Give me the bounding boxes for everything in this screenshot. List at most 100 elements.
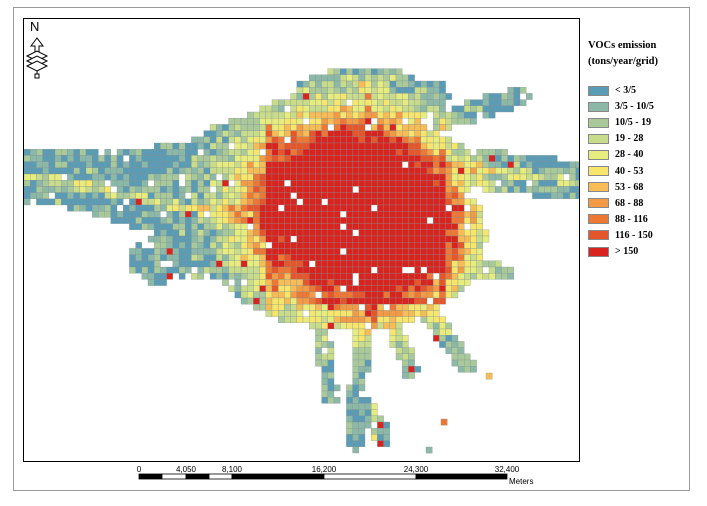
- grid-cell: [414, 87, 421, 94]
- grid-cell: [464, 273, 471, 280]
- grid-cell: [457, 266, 465, 274]
- grid-cell: [296, 105, 304, 113]
- grid-cell: [271, 173, 279, 181]
- grid-cell: [451, 198, 459, 206]
- scale-tick-label: 4,050: [175, 465, 197, 474]
- grid-cell: [302, 235, 310, 243]
- grid-cell: [420, 180, 428, 187]
- grid-cell: [346, 155, 353, 162]
- grid-cell: [464, 99, 471, 106]
- grid-cell: [178, 235, 186, 243]
- grid-cell: [470, 211, 477, 218]
- grid-cell: [377, 279, 384, 286]
- grid-cell: [439, 211, 446, 218]
- grid-cell: [358, 161, 366, 168]
- grid-cell: [371, 192, 378, 199]
- map-panel[interactable]: [23, 18, 580, 462]
- grid-cell: [377, 204, 384, 212]
- grid-cell: [433, 87, 440, 94]
- grid-cell: [271, 105, 279, 113]
- grid-cell: [321, 118, 328, 125]
- grid-cell: [364, 198, 372, 206]
- grid-cell: [358, 235, 366, 243]
- grid-cell: [358, 310, 366, 317]
- grid-cell: [395, 211, 403, 218]
- grid-cell: [408, 130, 415, 137]
- grid-cell: [513, 93, 521, 100]
- grid-cell: [271, 186, 279, 193]
- grid-cell: [402, 180, 409, 187]
- grid-cell: [290, 105, 297, 113]
- grid-cell: [222, 167, 229, 175]
- grid-cell: [135, 192, 142, 199]
- grid-cell: [123, 217, 130, 224]
- grid-cell: [445, 217, 452, 224]
- grid-cell: [414, 93, 421, 100]
- grid-cell: [395, 297, 403, 305]
- grid-cell: [389, 192, 397, 199]
- grid-cell: [172, 180, 180, 187]
- grid-cell: [209, 142, 217, 150]
- grid-cell: [445, 142, 452, 150]
- grid-cell: [371, 260, 378, 268]
- grid-cell: [464, 167, 471, 175]
- emission-grid-map[interactable]: [24, 19, 580, 462]
- grid-cell: [377, 80, 384, 88]
- grid-cell: [228, 229, 235, 237]
- grid-cell: [203, 130, 211, 137]
- grid-cell: [340, 235, 347, 243]
- grid-cell: [470, 198, 477, 206]
- grid-cell: [135, 204, 142, 212]
- grid-cell: [135, 161, 142, 168]
- grid-cell: [172, 242, 180, 249]
- grid-cell: [364, 279, 372, 286]
- grid-cell: [253, 161, 260, 168]
- grid-cell: [439, 341, 446, 348]
- grid-cell: [116, 149, 124, 156]
- grid-cell: [569, 173, 576, 181]
- grid-cell: [383, 297, 390, 305]
- grid-cell: [79, 155, 87, 162]
- grid-cell: [228, 198, 235, 206]
- grid-cell: [563, 192, 570, 199]
- grid-cell: [54, 173, 62, 181]
- grid-cell: [191, 211, 198, 218]
- legend-swatch: [588, 101, 609, 112]
- grid-cell: [321, 291, 328, 299]
- grid-cell: [433, 316, 440, 323]
- grid-cell: [364, 366, 372, 373]
- grid-cell: [364, 211, 372, 218]
- grid-cell: [470, 217, 477, 224]
- grid-cell: [476, 173, 483, 181]
- grid-cell: [414, 180, 421, 187]
- grid-cell: [408, 273, 415, 280]
- grid-cell: [141, 217, 149, 224]
- grid-cell: [24, 155, 31, 162]
- grid-cell: [85, 167, 93, 175]
- grid-cell: [265, 136, 273, 144]
- grid-cell: [488, 266, 496, 274]
- grid-cell: [259, 285, 266, 292]
- grid-cell: [358, 204, 366, 212]
- grid-cell: [420, 173, 428, 181]
- grid-cell: [333, 211, 341, 218]
- grid-cell: [389, 173, 397, 181]
- scale-tick-label: 16,200: [311, 465, 337, 474]
- grid-cell: [302, 211, 310, 218]
- grid-cell: [451, 235, 459, 243]
- grid-cell: [513, 186, 521, 193]
- grid-cell: [247, 167, 254, 175]
- grid-cell: [358, 421, 366, 429]
- grid-cell: [464, 105, 471, 113]
- grid-cell: [352, 173, 359, 181]
- grid-cell: [377, 130, 384, 137]
- grid-cell: [433, 118, 440, 125]
- grid-cell: [408, 167, 415, 175]
- grid-cell: [377, 167, 384, 175]
- grid-cell: [290, 93, 297, 100]
- grid-cell: [451, 260, 459, 268]
- grid-cell: [147, 273, 155, 280]
- grid-cell: [371, 167, 378, 175]
- grid-cell: [470, 167, 477, 175]
- grid-cell: [79, 198, 87, 206]
